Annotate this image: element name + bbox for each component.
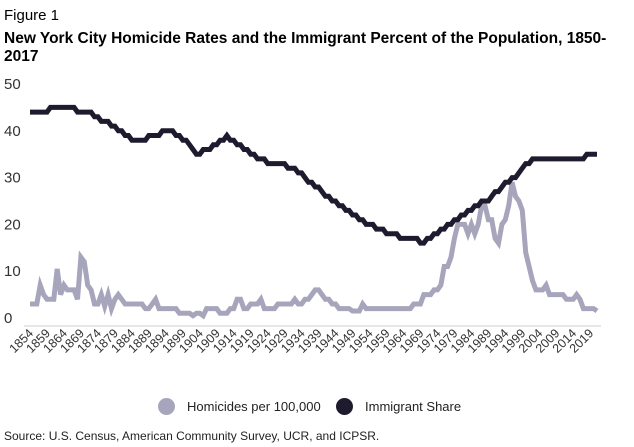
y-tick-label: 40 xyxy=(4,123,21,140)
immigrant-share-series-line xyxy=(30,104,597,246)
y-axis: 0 10 20 30 40 50 xyxy=(4,76,21,327)
legend-item-homicides: Homicides per 100,000 xyxy=(158,392,321,420)
y-tick-label: 30 xyxy=(4,170,21,187)
legend-label-immigrant-share: Immigrant Share xyxy=(365,398,462,414)
chart-title: New York City Homicide Rates and the Imm… xyxy=(4,30,607,65)
series-layer xyxy=(30,104,599,320)
legend-label-homicides: Homicides per 100,000 xyxy=(187,398,321,414)
figure-label: Figure 1 xyxy=(4,7,60,24)
y-tick-label: 20 xyxy=(4,216,21,233)
y-tick-label: 10 xyxy=(4,263,21,280)
source-note: Source: U.S. Census, American Community … xyxy=(4,429,380,443)
immigrant-share-swatch-icon xyxy=(336,397,353,415)
legend-item-immigrant-share: Immigrant Share xyxy=(336,392,461,420)
homicides-swatch-icon xyxy=(158,397,175,415)
line-chart: 0 10 20 30 40 50 1854185918641869187418791884… xyxy=(4,76,601,356)
legend: Homicides per 100,000 Immigrant Share xyxy=(0,392,634,422)
y-tick-label: 50 xyxy=(4,76,21,93)
y-tick-label: 0 xyxy=(4,310,12,327)
homicides-series-line xyxy=(30,181,599,320)
x-axis: 1854185918641869187418791884188918941899… xyxy=(7,326,597,356)
